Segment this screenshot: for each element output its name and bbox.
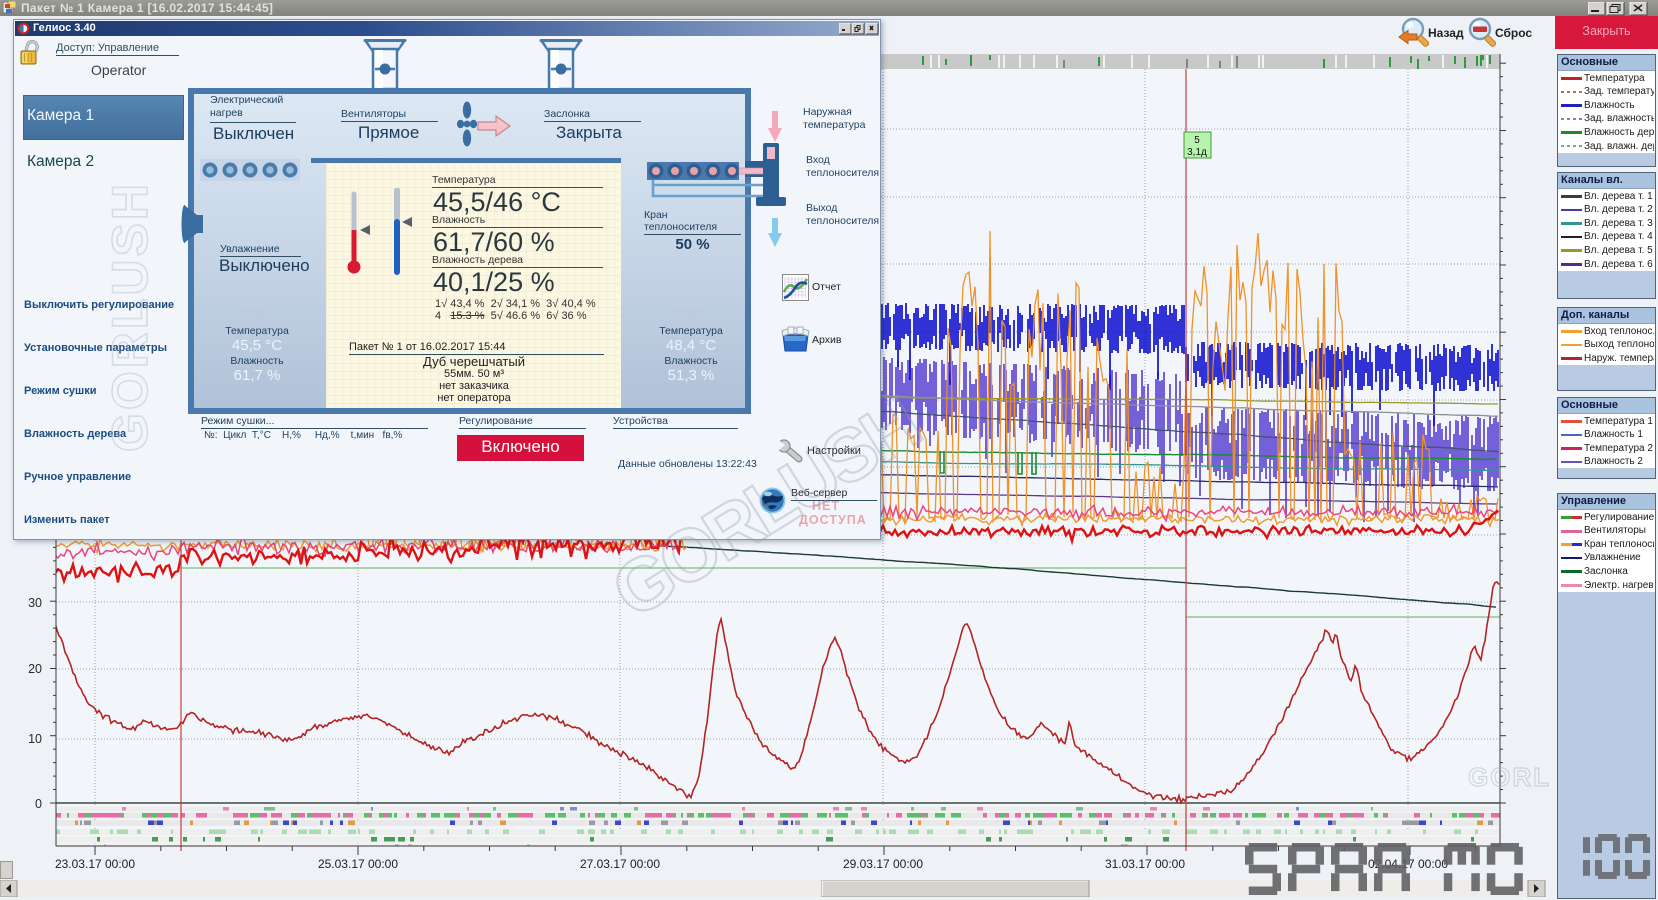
svg-text:27.03.17 00:00: 27.03.17 00:00 xyxy=(580,857,660,871)
svg-text:0: 0 xyxy=(35,797,42,811)
svg-text:20: 20 xyxy=(28,662,42,676)
svg-text:29.03.17 00:00: 29.03.17 00:00 xyxy=(843,857,923,871)
svg-text:10: 10 xyxy=(28,732,42,746)
svg-text:5: 5 xyxy=(1194,135,1200,146)
svg-text:23.03.17 00:00: 23.03.17 00:00 xyxy=(55,857,135,871)
svg-text:25.03.17 00:00: 25.03.17 00:00 xyxy=(318,857,398,871)
svg-text:30: 30 xyxy=(28,596,42,610)
svg-text:31.03.17 00:00: 31.03.17 00:00 xyxy=(1105,857,1185,871)
svg-text:3,1д: 3,1д xyxy=(1187,147,1207,158)
